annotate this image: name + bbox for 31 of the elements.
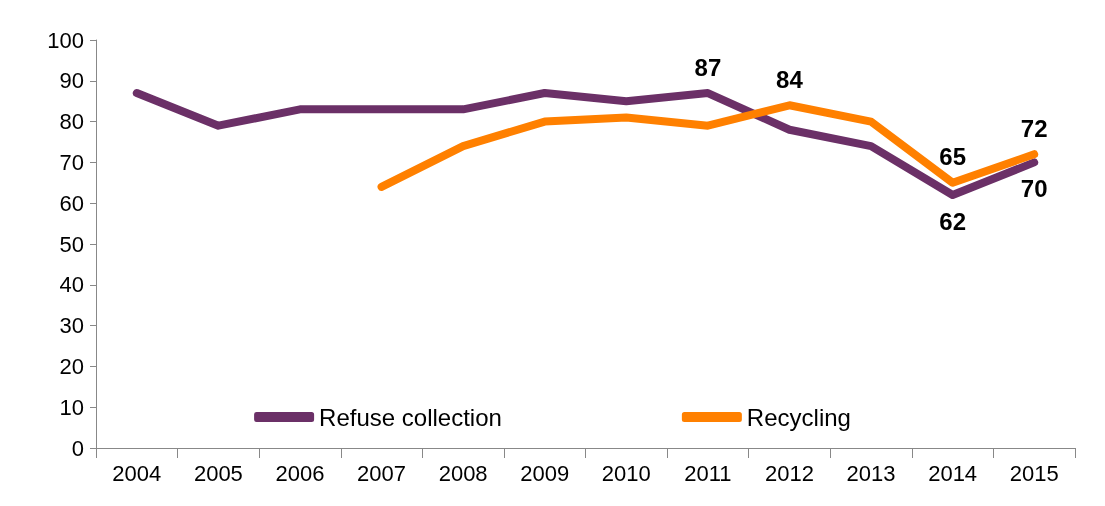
y-tick-label: 90: [59, 68, 84, 94]
x-tick-label: 2010: [601, 460, 651, 486]
x-tick-label: 2004: [112, 460, 162, 486]
x-tick-label: 2007: [357, 460, 407, 486]
y-tick-label: 70: [59, 149, 84, 175]
x-tick-label: 2013: [846, 460, 896, 486]
legend-label: Refuse collection: [319, 403, 502, 431]
data-label: 65: [939, 143, 966, 171]
y-tick-label: 0: [71, 435, 84, 461]
data-label: 62: [939, 207, 966, 235]
y-tick-label: 80: [59, 109, 84, 135]
data-label: 72: [1020, 114, 1048, 142]
x-tick-label: 2005: [193, 460, 243, 486]
x-tick-label: 2014: [928, 460, 978, 486]
y-tick-label: 30: [59, 313, 84, 339]
x-tick-label: 2006: [275, 460, 325, 486]
y-tick-label: 10: [59, 394, 84, 420]
y-tick-label: 100: [47, 27, 84, 53]
data-label: 87: [694, 53, 722, 81]
y-tick-label: 50: [59, 231, 84, 257]
data-label: 70: [1020, 174, 1048, 202]
x-tick-label: 2012: [764, 460, 814, 486]
x-tick-label: 2015: [1009, 460, 1059, 486]
legend-label: Recycling: [746, 403, 851, 431]
data-label: 84: [776, 65, 804, 93]
y-tick-label: 60: [59, 190, 84, 216]
y-tick-label: 40: [59, 272, 84, 298]
y-tick-label: 20: [59, 353, 84, 379]
x-tick-label: 2011: [684, 460, 732, 486]
x-tick-label: 2008: [438, 460, 488, 486]
x-tick-label: 2009: [520, 460, 570, 486]
